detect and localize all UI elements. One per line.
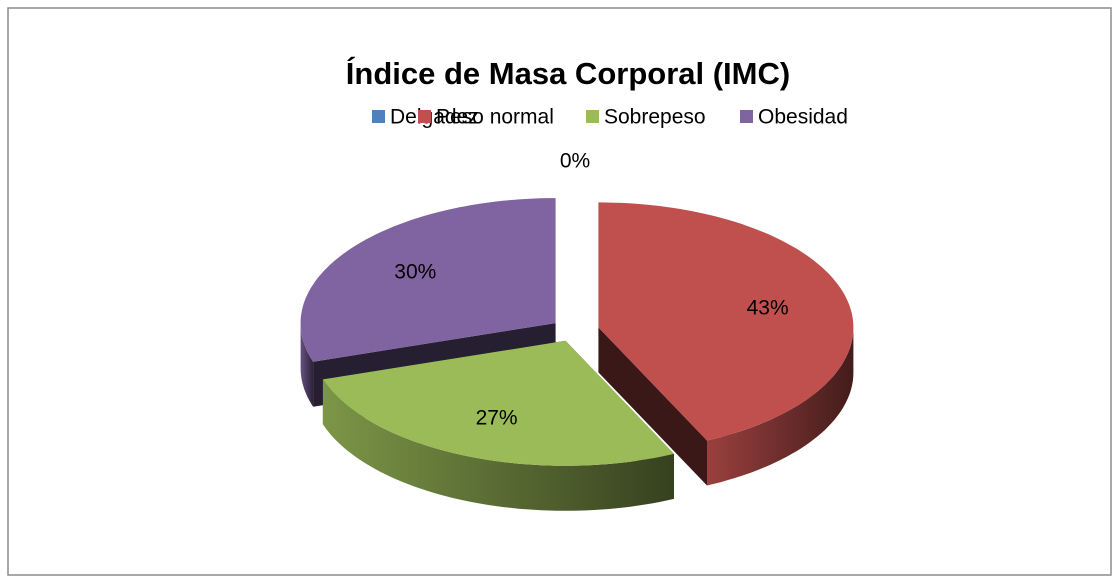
- chart-title: Índice de Masa Corporal (IMC): [346, 56, 790, 91]
- legend-swatch: [418, 110, 431, 123]
- legend-label: Sobrepeso: [604, 106, 706, 129]
- slice-top: [322, 340, 674, 466]
- legend-swatch: [372, 110, 385, 123]
- legend-label: Delgadez: [390, 106, 479, 129]
- data-label: 30%: [394, 261, 436, 284]
- slice-top: [598, 202, 854, 441]
- legend-label: Peso normal: [436, 106, 554, 129]
- legend-swatch: [586, 110, 599, 123]
- data-label: 0%: [560, 149, 590, 172]
- legend-swatch: [740, 110, 753, 123]
- slice-top: [300, 198, 556, 362]
- slice-wall: [707, 327, 854, 486]
- legend-label: Obesidad: [758, 106, 848, 129]
- data-label: 27%: [476, 406, 518, 429]
- slice-side: [598, 327, 707, 486]
- slice-wall: [300, 323, 314, 407]
- slice: [322, 340, 674, 511]
- slice-wall: [322, 379, 674, 511]
- slice: [598, 202, 854, 486]
- data-label: 43%: [747, 296, 789, 319]
